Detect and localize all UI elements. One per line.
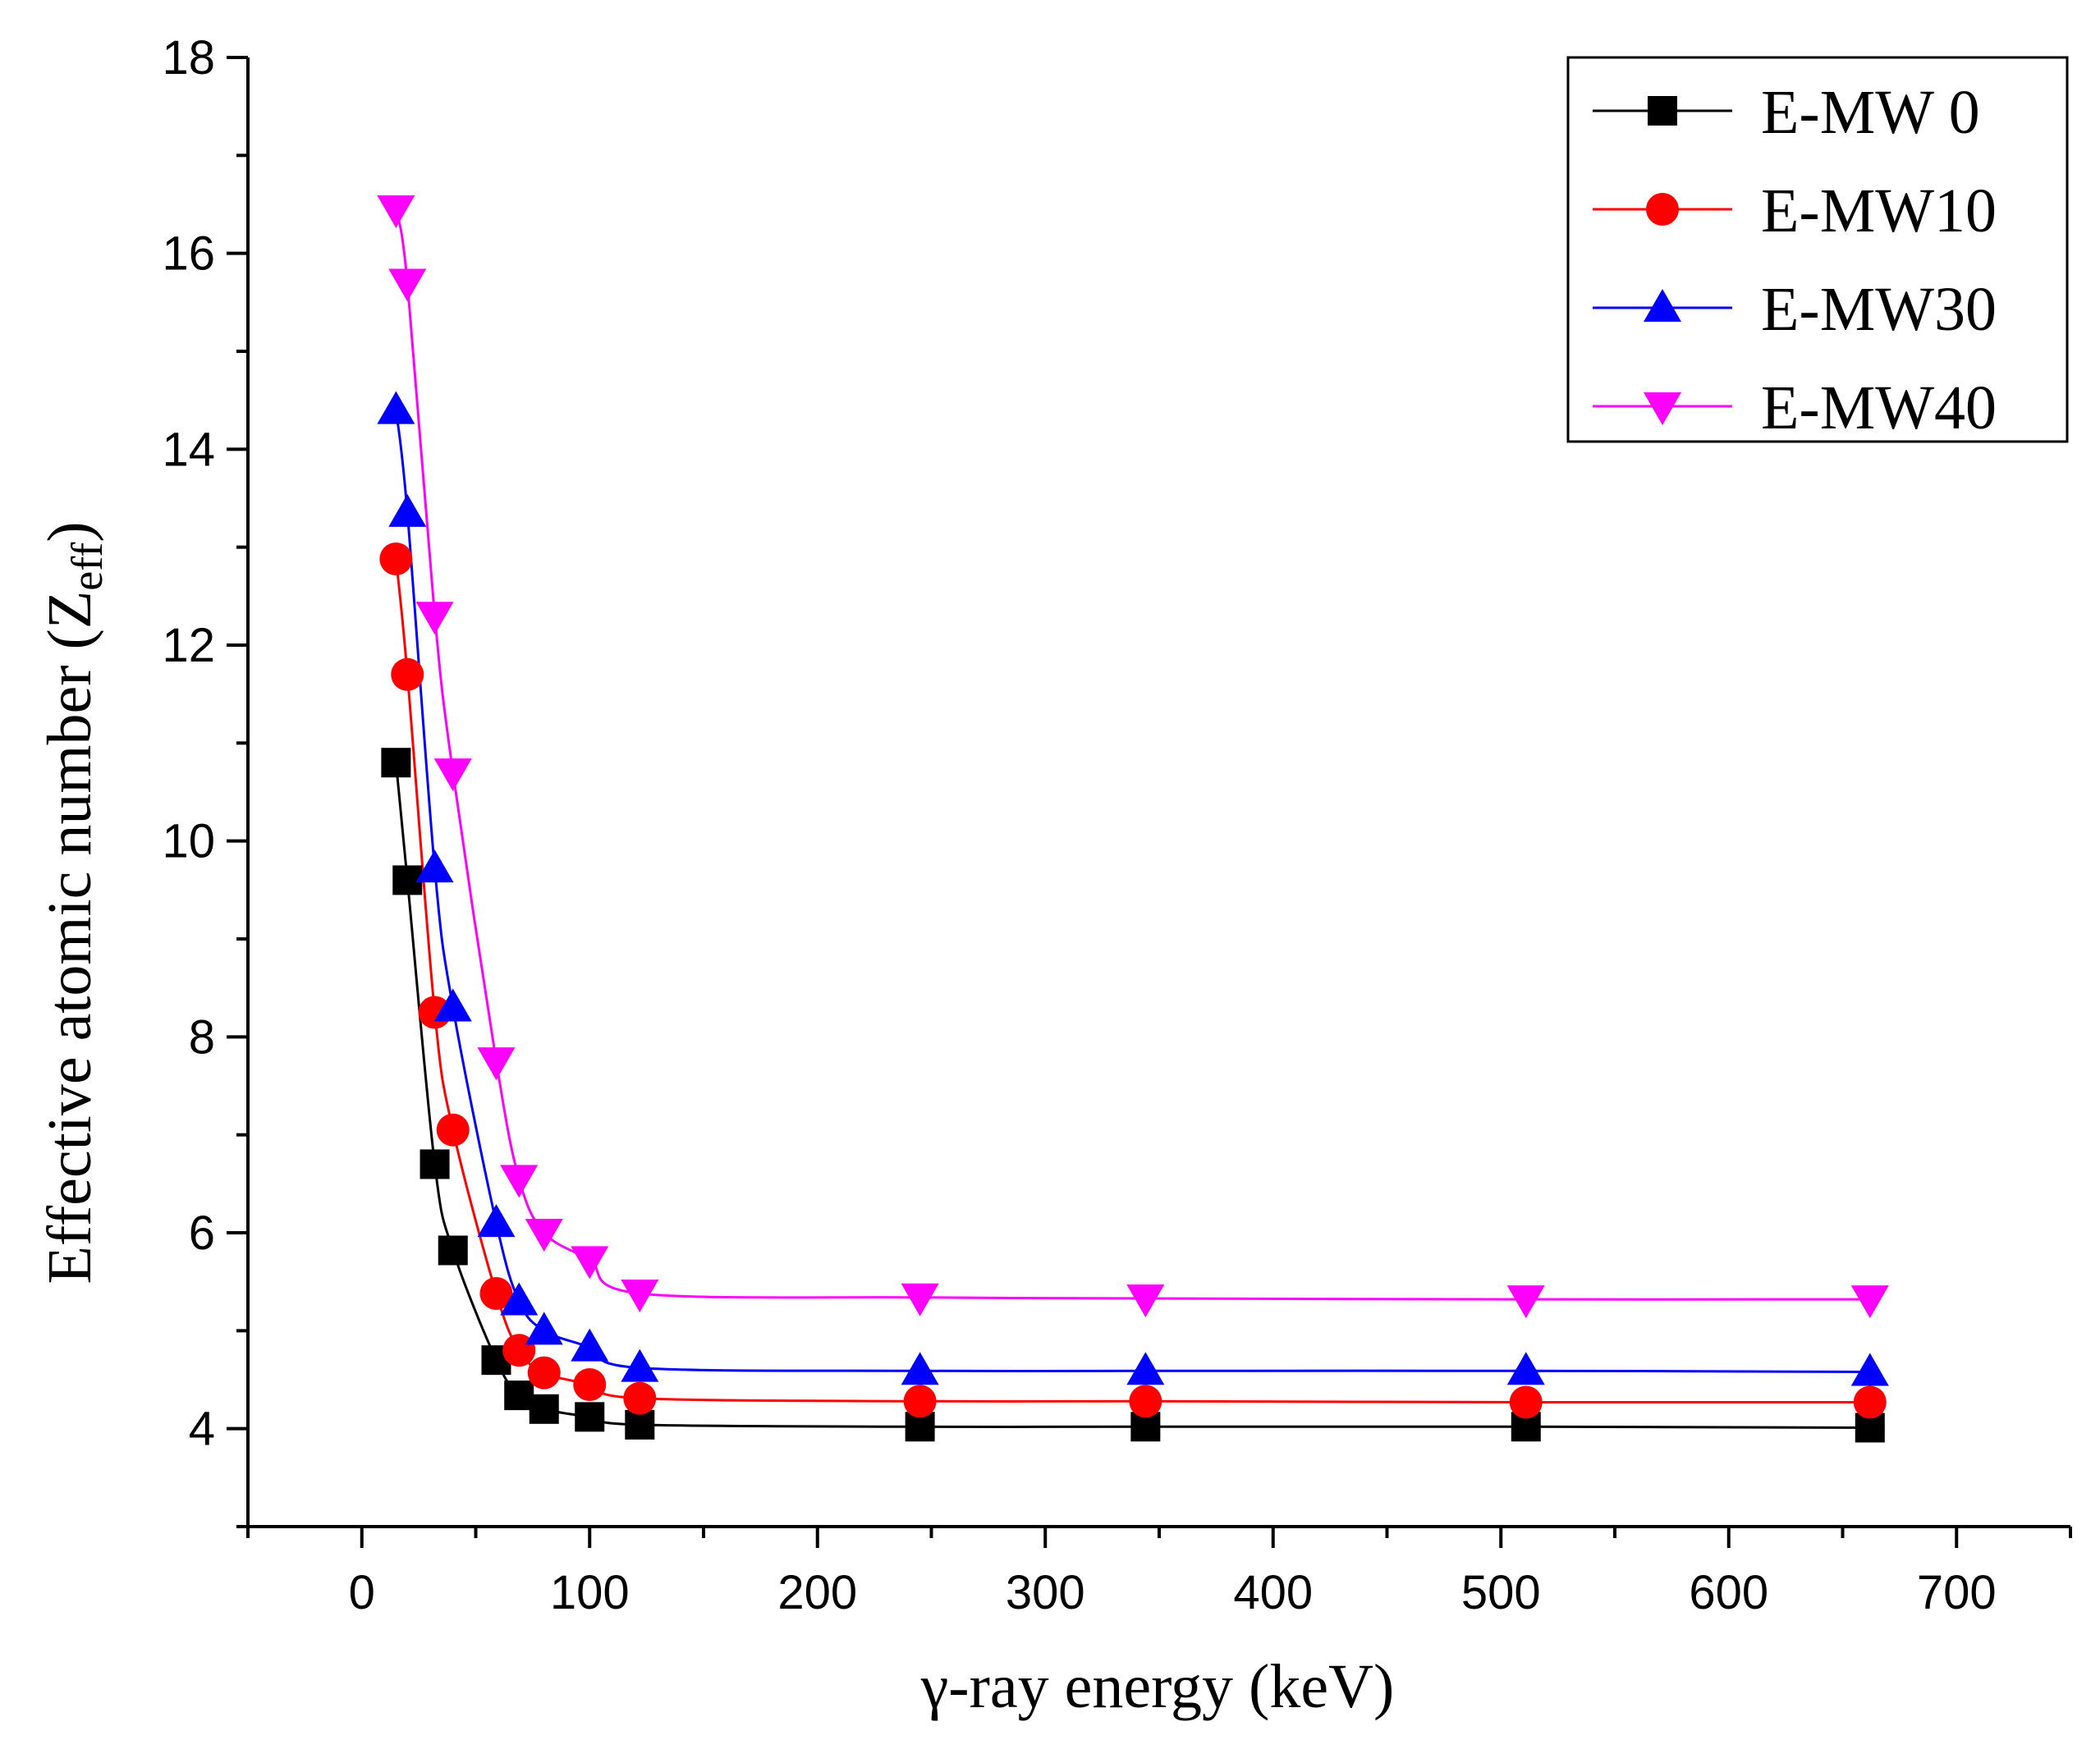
y-axis-title: Effective atomic number (Zeff): [35, 521, 112, 1284]
x-tick-label: 400: [1233, 1566, 1313, 1619]
data-point: [377, 391, 415, 424]
legend-marker: [1646, 193, 1679, 226]
y-axis-title-main: Effective atomic number (Z: [35, 591, 104, 1284]
y-tick-label: 4: [189, 1403, 215, 1456]
data-point: [1850, 1353, 1889, 1386]
data-point: [388, 268, 427, 302]
data-point: [1509, 1385, 1543, 1419]
data-point: [381, 748, 411, 778]
legend-marker: [1644, 289, 1681, 322]
plot-markers: [377, 195, 1889, 1443]
data-point: [571, 1328, 609, 1362]
x-tick-label: 0: [349, 1566, 375, 1619]
data-point: [415, 849, 454, 883]
x-tick-label: 200: [777, 1566, 857, 1619]
data-point: [504, 1381, 534, 1411]
y-tick-label: 8: [189, 1010, 215, 1064]
data-point: [477, 1204, 516, 1238]
y-tick-label: 14: [162, 423, 215, 476]
x-tick-label: 600: [1689, 1566, 1768, 1619]
legend-label: E-MW 0: [1761, 78, 1980, 147]
x-tick-label: 500: [1461, 1566, 1541, 1619]
data-point: [525, 1312, 563, 1345]
data-point: [379, 542, 413, 575]
x-tick-label: 700: [1917, 1566, 1997, 1619]
data-point: [438, 1235, 468, 1266]
data-point: [901, 1352, 939, 1385]
data-point: [391, 657, 424, 691]
x-axis-title: γ-ray energy (keV): [920, 1652, 1395, 1721]
y-axis-title-close: ): [35, 521, 104, 542]
data-point: [571, 1246, 609, 1280]
data-point: [433, 758, 472, 792]
data-point: [500, 1282, 539, 1316]
data-point: [479, 1276, 513, 1310]
data-point: [1850, 1285, 1889, 1319]
legend-label: E-MW30: [1761, 275, 1997, 344]
data-point: [1506, 1352, 1545, 1385]
legend: E-MW 0 E-MW10 E-MW30 E-MW40: [1566, 56, 2069, 443]
x-tick-label: 100: [550, 1566, 630, 1619]
data-point: [1853, 1385, 1887, 1419]
data-point: [415, 602, 454, 635]
ticks: 0 100 200 300 400 500 600 700 4 6 8 10 12 14 16 18: [162, 31, 2072, 1619]
legend-marker: [1644, 392, 1681, 425]
data-point: [525, 1219, 563, 1252]
data-point: [621, 1279, 659, 1312]
y-axis-title-sub: eff: [62, 543, 112, 591]
data-point: [903, 1385, 937, 1418]
data-point: [1506, 1285, 1545, 1319]
x-tick-label: 300: [1006, 1566, 1085, 1619]
data-point: [621, 1348, 659, 1382]
data-point: [1126, 1284, 1165, 1317]
legend-label: E-MW40: [1761, 373, 1997, 442]
data-point: [527, 1356, 561, 1390]
data-point: [420, 1149, 450, 1179]
y-tick-label: 10: [162, 815, 215, 868]
data-point: [901, 1283, 939, 1316]
data-point: [433, 988, 472, 1022]
y-tick-label: 12: [162, 619, 215, 672]
data-point: [388, 493, 427, 527]
y-tick-label: 6: [189, 1207, 215, 1260]
data-point: [1126, 1352, 1165, 1385]
data-point: [436, 1113, 470, 1147]
y-tick-label: 16: [162, 227, 215, 281]
data-point: [573, 1367, 607, 1401]
data-point: [377, 195, 415, 228]
data-point: [1129, 1385, 1162, 1418]
legend-marker: [1648, 96, 1677, 126]
y-tick-label: 18: [162, 31, 215, 85]
data-point: [529, 1394, 559, 1424]
data-point: [623, 1381, 657, 1415]
data-point: [500, 1165, 539, 1198]
data-point: [625, 1409, 655, 1440]
legend-label: E-MW10: [1761, 176, 1997, 245]
data-point: [575, 1402, 605, 1432]
data-point: [477, 1047, 516, 1081]
